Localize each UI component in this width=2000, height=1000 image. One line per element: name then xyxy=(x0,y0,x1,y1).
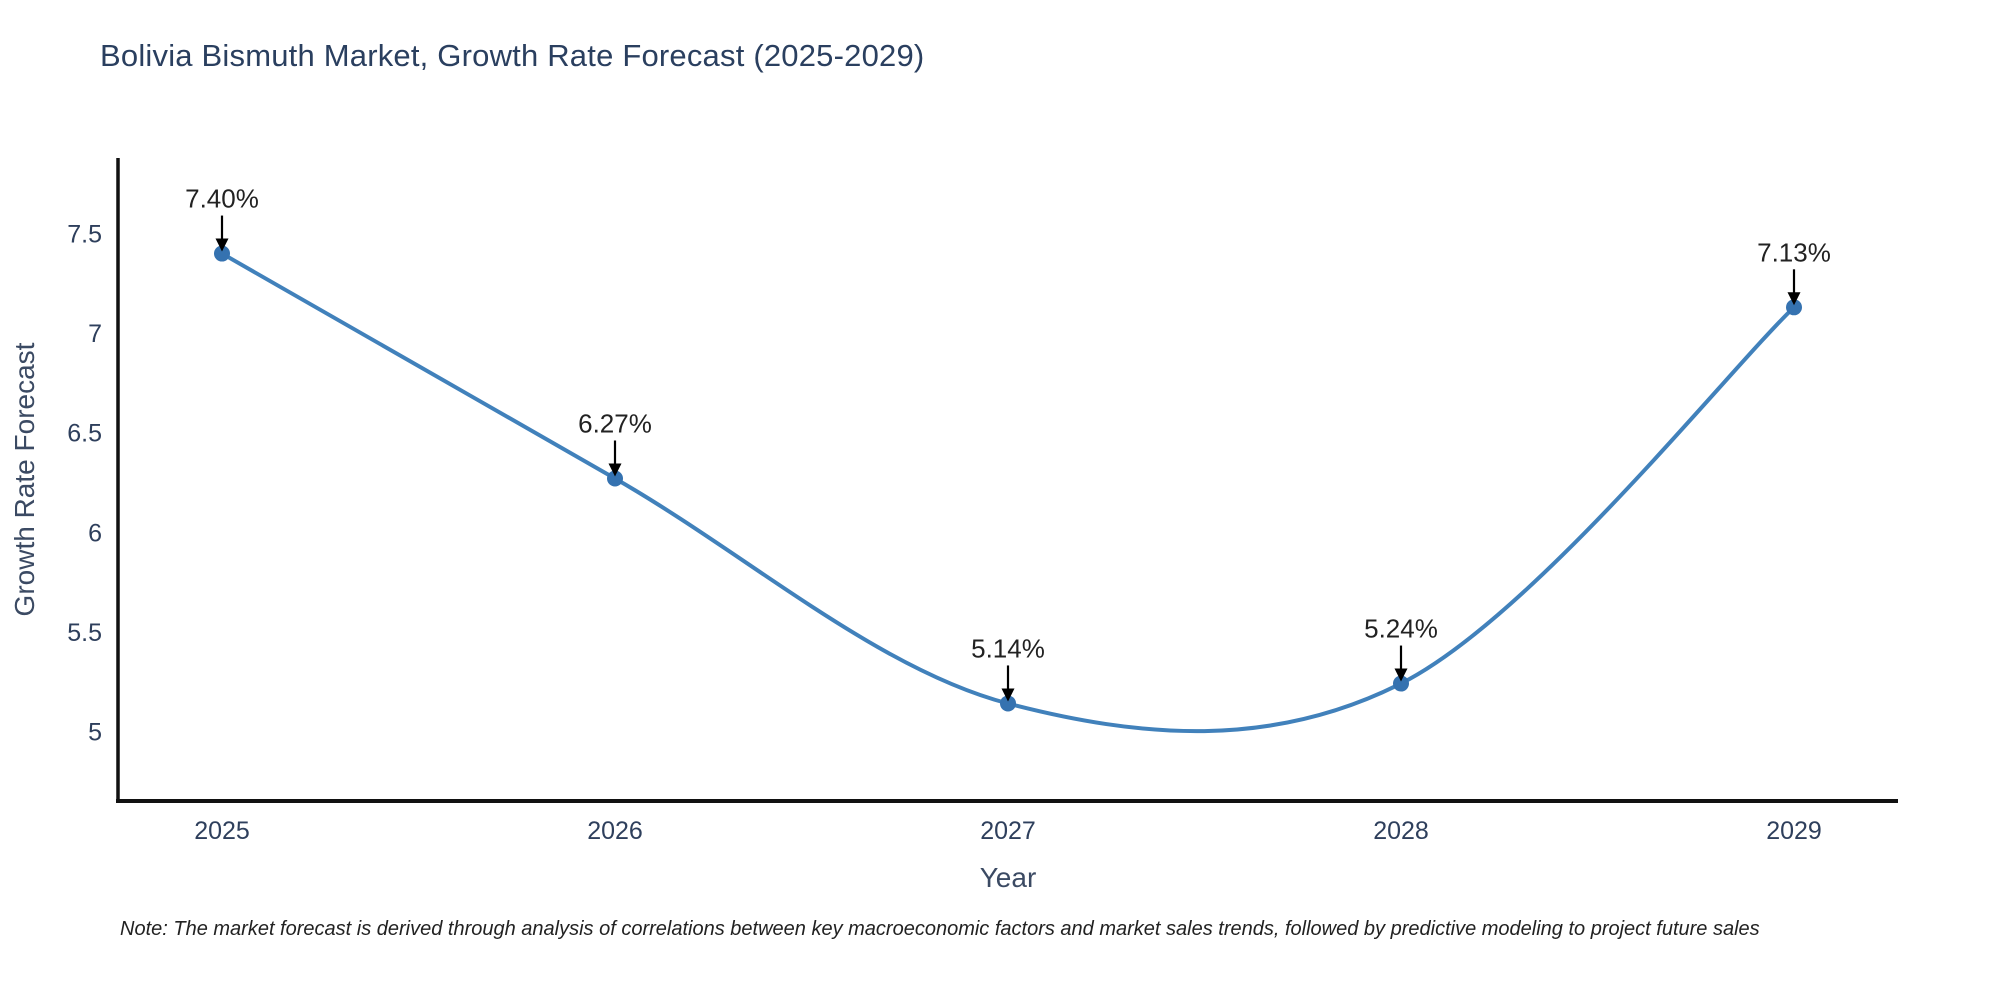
x-tick-label: 2025 xyxy=(194,817,250,845)
x-tick-label: 2028 xyxy=(1373,817,1429,845)
annotation-arrowhead xyxy=(1787,292,1801,306)
annotation-label: 5.14% xyxy=(971,633,1045,663)
annotation-arrowhead xyxy=(1001,688,1015,702)
x-tick-label: 2027 xyxy=(980,817,1036,845)
data-point-marker xyxy=(214,245,230,262)
y-tick-label: 6 xyxy=(88,519,102,547)
annotation-arrowhead xyxy=(1394,668,1408,682)
y-tick-label: 5 xyxy=(88,718,102,746)
y-axis-title: Growth Rate Forecast xyxy=(9,342,40,616)
data-point-marker xyxy=(607,470,623,487)
annotation-label: 6.27% xyxy=(578,409,652,439)
data-point-marker xyxy=(1786,299,1802,316)
y-tick-label: 5.5 xyxy=(67,619,102,647)
footnote: Note: The market forecast is derived thr… xyxy=(120,918,1760,940)
y-tick-label: 7.5 xyxy=(67,221,102,249)
annotation-arrowhead xyxy=(215,238,229,252)
chart-title: Bolivia Bismuth Market, Growth Rate Fore… xyxy=(100,38,925,73)
x-axis-title: Year xyxy=(980,862,1037,893)
data-point-marker xyxy=(1000,695,1016,712)
y-tick-label: 7 xyxy=(88,320,102,348)
y-tick-label: 6.5 xyxy=(67,420,102,448)
x-tick-label: 2026 xyxy=(587,817,643,845)
annotation-arrowhead xyxy=(608,463,622,477)
annotation-label: 7.13% xyxy=(1757,237,1831,267)
annotation-label: 5.24% xyxy=(1364,614,1438,644)
data-point-marker xyxy=(1393,675,1409,692)
annotation-label: 7.40% xyxy=(185,184,259,214)
x-tick-label: 2029 xyxy=(1766,817,1822,845)
